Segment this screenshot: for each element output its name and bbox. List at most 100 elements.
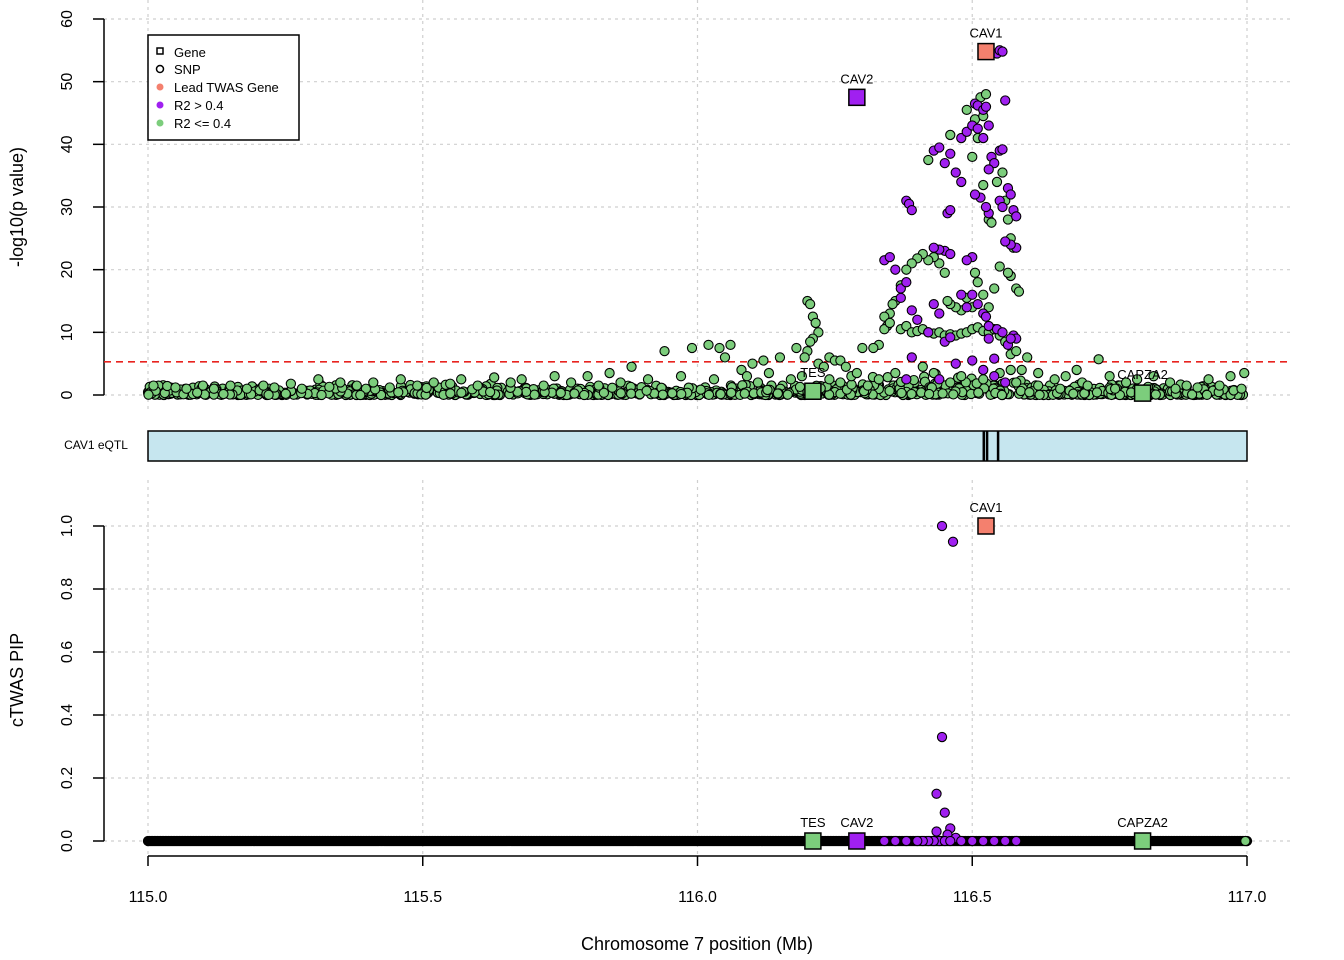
snp-point [1068, 388, 1079, 399]
snp-point [368, 377, 379, 388]
snp-point [923, 388, 935, 400]
eqtl-region-bar [147, 430, 1248, 462]
snp-point [835, 377, 846, 388]
snp-point [218, 388, 229, 400]
snp-point [657, 389, 668, 400]
snp-point [928, 298, 939, 310]
pip-grid [104, 480, 1290, 858]
gene-label: CAV2 [840, 71, 873, 86]
snp-point [626, 361, 637, 372]
snp-point [961, 255, 972, 266]
snp-point [901, 835, 912, 847]
snp-point [565, 377, 577, 388]
gene-marker [804, 832, 822, 850]
snp-point [1214, 380, 1225, 391]
snp-point [989, 353, 1000, 364]
snp-point [598, 387, 610, 398]
legend-r2-high-label: R2 > 0.4 [174, 98, 224, 113]
snp-point [896, 387, 907, 399]
gene-marker [977, 517, 995, 535]
legend-gene-label: Gene [174, 45, 206, 60]
snp-point [969, 267, 981, 278]
gene-label: TES [800, 365, 826, 380]
snp-point [143, 389, 154, 400]
snp-point [1060, 371, 1071, 382]
snp-point [901, 277, 912, 288]
snp-point [818, 361, 830, 372]
snp-point [615, 377, 626, 388]
snp-point [313, 374, 324, 385]
snp-point [983, 333, 994, 344]
snp-point [225, 380, 236, 391]
snp-point [983, 164, 994, 175]
snp-point [549, 371, 560, 382]
snp-point [980, 201, 992, 213]
snp-point [428, 377, 439, 388]
snp-point [912, 314, 923, 325]
gene-marker [804, 382, 822, 400]
snp-point [703, 389, 715, 401]
snp-point [934, 374, 945, 385]
association-points [142, 42, 1250, 402]
snp-point [642, 374, 654, 385]
y-tick-label-association: 0 [59, 390, 76, 399]
y-axis-title-association: -log10(p value) [7, 147, 27, 267]
legend-box [147, 34, 300, 141]
snp-point [884, 251, 895, 263]
snp-point [840, 361, 852, 372]
snp-point [973, 387, 984, 398]
snp-point [1201, 389, 1213, 401]
snp-point [980, 311, 992, 322]
y-tick-label-pip: 0.2 [59, 767, 76, 789]
snp-point [810, 317, 821, 329]
snp-point [989, 283, 1000, 294]
gene-label: CAPZA2 [1117, 367, 1168, 382]
snp-point [862, 380, 873, 391]
snp-point [456, 374, 467, 385]
snp-point [725, 339, 736, 351]
snp-point [948, 389, 959, 400]
snp-point [1033, 367, 1044, 379]
snp-point [351, 380, 362, 391]
snp-point [472, 380, 483, 391]
snp-point [804, 298, 816, 310]
snp-point [890, 367, 901, 379]
snp-point [967, 355, 978, 366]
snp-point [505, 377, 516, 388]
snp-point [901, 264, 912, 275]
snp-point [1082, 380, 1093, 391]
snp-point [978, 132, 989, 144]
snp-point [945, 248, 956, 260]
gene-label: TES [800, 815, 826, 830]
snp-point [997, 46, 1008, 57]
snp-point [945, 204, 956, 216]
snp-point [615, 388, 626, 399]
snp-point [1236, 383, 1247, 394]
legend-r2-low-marker-icon [156, 119, 164, 127]
snp-point [181, 383, 192, 394]
gene-label: CAV1 [969, 26, 1002, 41]
x-tick-label: 117.0 [1228, 889, 1267, 906]
gene-label: CAV1 [969, 500, 1002, 515]
snp-point [1150, 389, 1161, 400]
snp-point [762, 384, 773, 396]
snp-point [980, 101, 992, 112]
snp-point [785, 374, 797, 385]
gene-marker [1133, 832, 1152, 850]
snp-point [997, 144, 1008, 155]
y-tick-label-association: 60 [59, 10, 76, 28]
snp-point [1071, 364, 1082, 376]
snp-point [996, 389, 1008, 401]
snp-point [945, 332, 956, 343]
snp-point [667, 388, 678, 399]
snp-point [675, 371, 687, 382]
snp-point [241, 383, 253, 394]
snp-point [715, 388, 726, 400]
x-tick-label: 116.5 [953, 889, 992, 906]
snp-point [1005, 364, 1016, 376]
snp-point [726, 387, 737, 398]
x-tick-label: 115.5 [403, 889, 442, 906]
snp-point [1131, 374, 1143, 385]
snp-point [695, 384, 706, 395]
snp-point [395, 374, 406, 385]
